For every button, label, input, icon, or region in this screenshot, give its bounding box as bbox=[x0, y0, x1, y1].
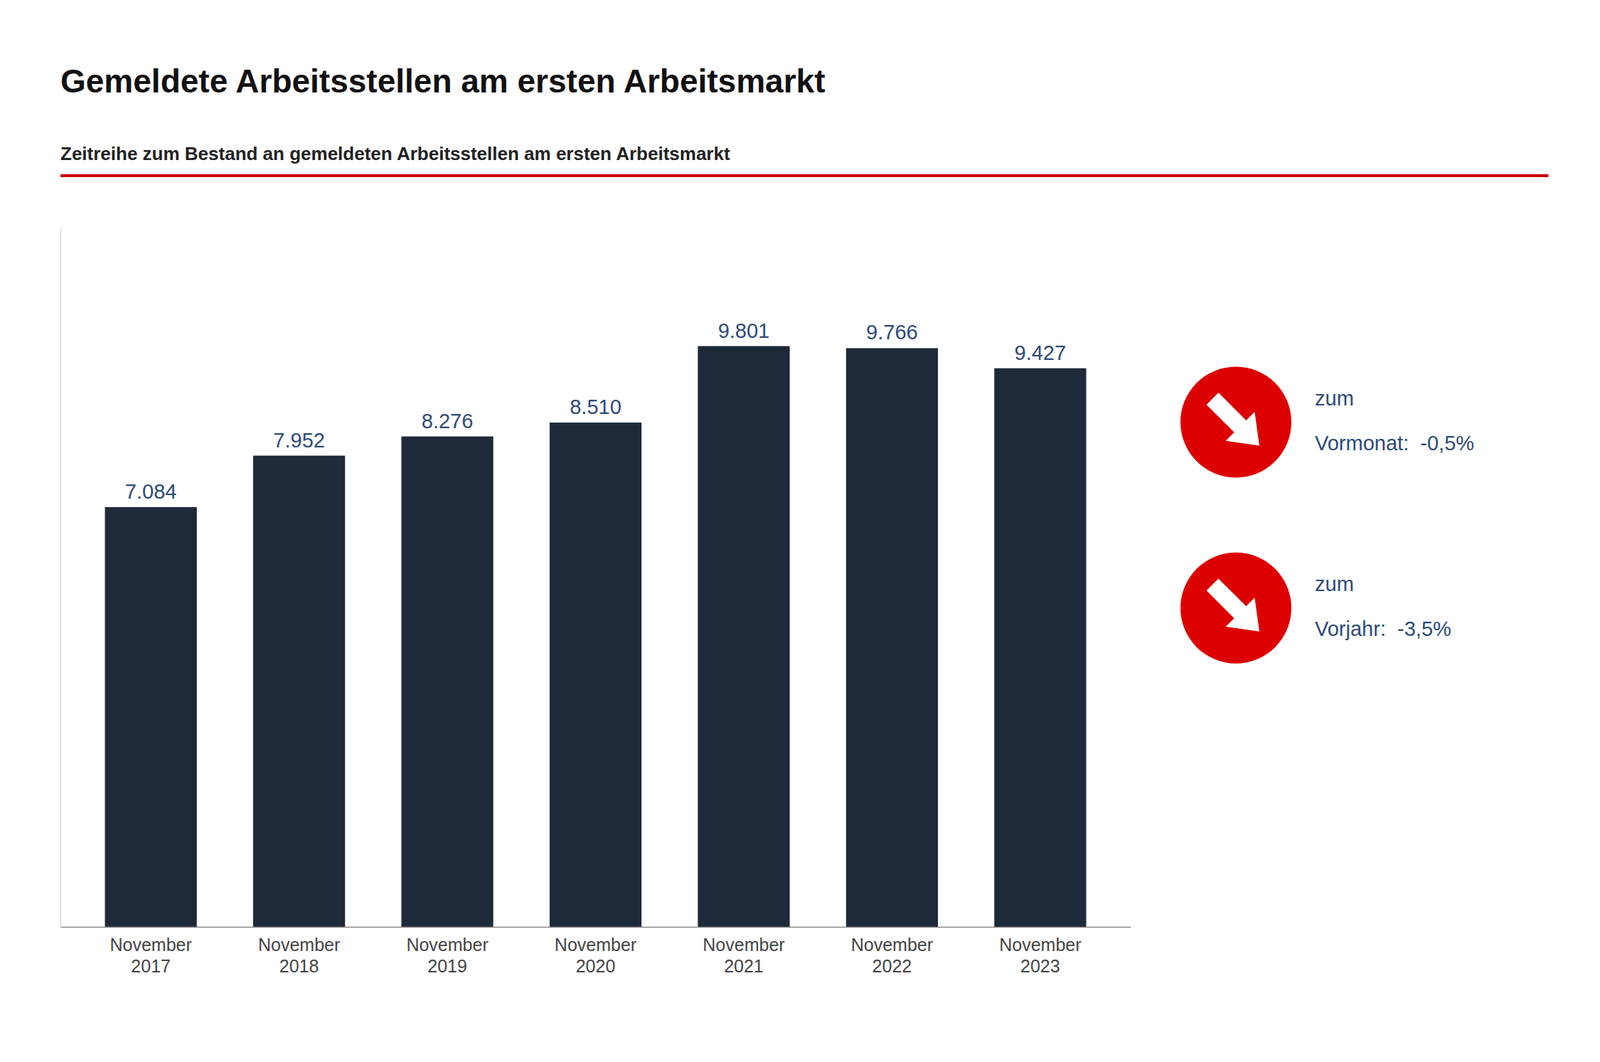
indicator-arrow bbox=[1198, 384, 1275, 461]
data-labels: 7.084 7.952 8.276 8.510 9.801 9.766 9.427 bbox=[125, 319, 1066, 503]
separator bbox=[60, 174, 1549, 178]
bar bbox=[105, 507, 197, 927]
x-axis-line bbox=[61, 926, 1132, 928]
x-tick-label: November2020 bbox=[554, 934, 637, 976]
x-tick: November2020 bbox=[554, 926, 637, 976]
x-tick-label: November2022 bbox=[851, 934, 933, 976]
data-label: 7.952 bbox=[273, 428, 325, 452]
data-label: 7.084 bbox=[125, 480, 178, 503]
indicator-circle bbox=[1180, 366, 1292, 478]
x-tick-label-line: November bbox=[702, 934, 785, 955]
x-tick-label-line: 2023 bbox=[1020, 955, 1061, 976]
bar bbox=[401, 436, 493, 927]
x-tick-label-line: November bbox=[406, 934, 488, 955]
y-axis bbox=[60, 228, 62, 928]
bar bbox=[253, 455, 345, 927]
x-tick-label-line: 2020 bbox=[576, 955, 616, 976]
x-tick-label: November2018 bbox=[258, 934, 340, 976]
x-tick: November2021 bbox=[702, 926, 785, 976]
annotation: zum bbox=[1314, 386, 1354, 410]
plot: 7.084 7.952 8.276 8.510 9.801 9.766 9.427 Novem… bbox=[61, 228, 1132, 976]
annotation: Vorjahr: -3,5% bbox=[1314, 617, 1452, 640]
indicator-icon bbox=[1180, 552, 1292, 664]
annotation: zum bbox=[1314, 572, 1354, 596]
annotation: Vormonat: -0,5% bbox=[1314, 431, 1475, 455]
x-tick-label: November2019 bbox=[406, 934, 488, 976]
x-axis: November2017November2018November2019Nove… bbox=[61, 926, 1132, 976]
data-label: 8.510 bbox=[569, 395, 622, 419]
x-tick-label: November2023 bbox=[999, 934, 1081, 976]
x-tick: November2017 bbox=[109, 926, 192, 976]
x-tick-label-line: November bbox=[109, 934, 192, 955]
x-tick-label-line: November bbox=[554, 934, 637, 955]
x-tick-label-line: 2022 bbox=[872, 955, 913, 976]
y-axis-line bbox=[60, 228, 62, 928]
bar bbox=[549, 422, 642, 927]
x-tick: November2023 bbox=[999, 926, 1081, 976]
data-label: 8.276 bbox=[421, 409, 474, 433]
bar bbox=[846, 347, 938, 927]
x-tick-label-line: 2018 bbox=[279, 955, 320, 976]
subtitle: Zeitreihe zum Bestand an gemeldeten Arbe… bbox=[60, 142, 731, 165]
x-tick: November2022 bbox=[851, 926, 933, 976]
x-tick-label: November2021 bbox=[702, 934, 785, 976]
x-tick-label-line: November bbox=[258, 934, 340, 955]
data-label: 9.801 bbox=[718, 319, 771, 343]
bar bbox=[994, 368, 1086, 927]
indicator-icon bbox=[1180, 366, 1292, 478]
data-label: 9.427 bbox=[1014, 341, 1067, 365]
data-label: 9.766 bbox=[866, 320, 919, 344]
title: Gemeldete Arbeitsstellen am ersten Arbei… bbox=[60, 62, 825, 100]
x-tick: November2019 bbox=[406, 926, 488, 976]
chart: Gemeldete Arbeitsstellen am ersten Arbei… bbox=[0, 0, 1600, 1062]
x-tick: November2018 bbox=[258, 926, 340, 976]
bar bbox=[697, 346, 790, 927]
x-tick-label-line: 2017 bbox=[130, 955, 171, 976]
x-tick-label: November2017 bbox=[109, 934, 192, 976]
x-tick-label-line: 2021 bbox=[723, 955, 764, 976]
indicator-arrow bbox=[1198, 569, 1275, 646]
indicator-circle bbox=[1180, 552, 1292, 664]
x-tick-label-line: 2019 bbox=[427, 955, 468, 976]
x-tick-label-line: November bbox=[851, 934, 933, 955]
x-tick-label-line: November bbox=[999, 934, 1081, 955]
bars bbox=[105, 346, 1087, 927]
